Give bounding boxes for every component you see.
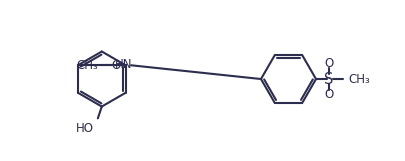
Text: O: O xyxy=(323,88,333,101)
Text: CH₃: CH₃ xyxy=(347,72,369,85)
Text: HN: HN xyxy=(114,58,132,71)
Text: HO: HO xyxy=(76,122,94,135)
Text: S: S xyxy=(323,71,333,86)
Text: O: O xyxy=(323,57,333,70)
Text: CH₃: CH₃ xyxy=(76,59,98,72)
Text: O: O xyxy=(111,59,120,72)
